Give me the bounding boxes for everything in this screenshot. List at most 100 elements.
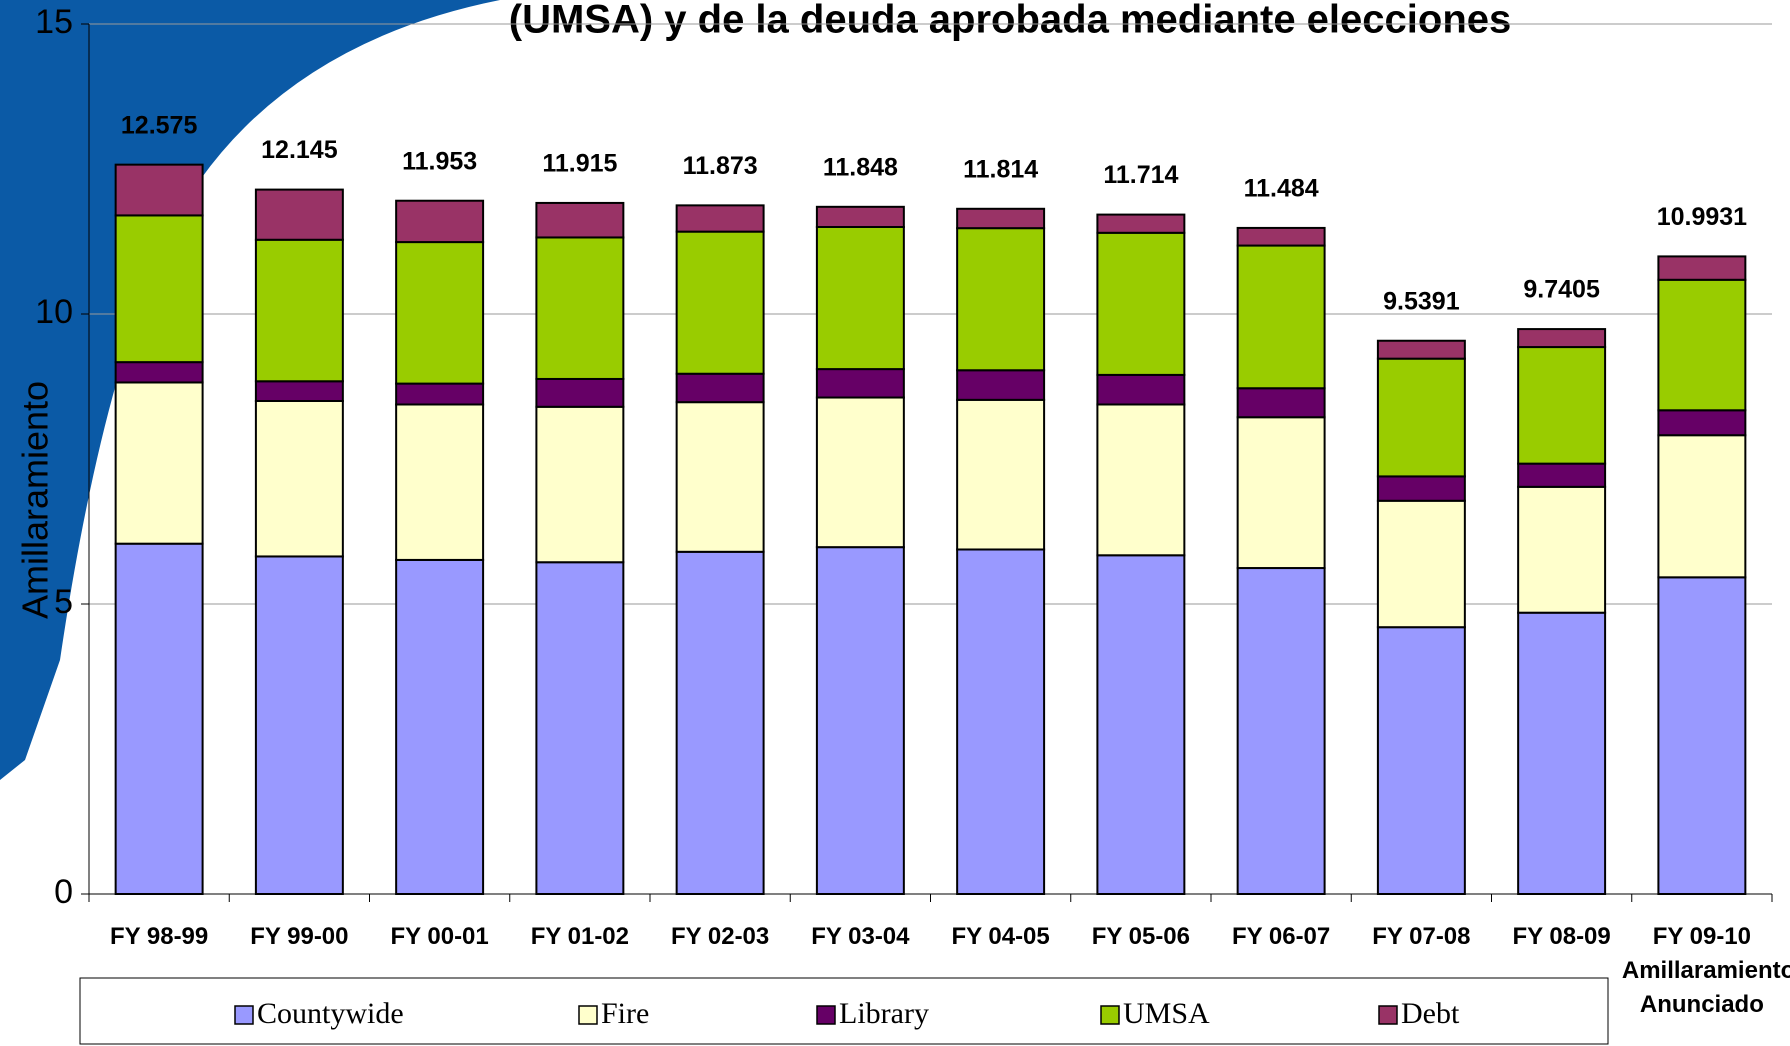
bar-segment — [957, 370, 1044, 400]
bar-segment — [1097, 404, 1184, 555]
chart: (UMSA) y de la deuda aprobada mediante e… — [0, 0, 1790, 1046]
bar-segment — [817, 369, 904, 397]
y-tick-label: 10 — [35, 293, 73, 331]
bar-segment — [1518, 329, 1605, 347]
x-tick-label: FY 05-06 — [1061, 920, 1221, 954]
total-label: 10.9931 — [1657, 203, 1747, 231]
legend-label: Fire — [601, 997, 649, 1030]
bar-segment — [817, 398, 904, 548]
bar-segment — [1518, 487, 1605, 613]
bar-segment — [116, 362, 203, 382]
total-label: 9.7405 — [1523, 276, 1600, 304]
bar-segment — [677, 205, 764, 231]
x-tick-label: FY 04-05 — [921, 920, 1081, 954]
legend-label: Countywide — [257, 997, 404, 1030]
y-tick-label: 15 — [35, 3, 73, 41]
bar-segment — [957, 228, 1044, 370]
bar-segment — [396, 201, 483, 242]
bar-segment — [817, 227, 904, 369]
bar-segment — [1658, 256, 1745, 279]
bar-segment — [116, 165, 203, 216]
bar-segment — [1378, 476, 1465, 500]
total-label: 11.915 — [542, 150, 617, 178]
page: (UMSA) y de la deuda aprobada mediante e… — [0, 0, 1790, 1046]
total-label: 11.484 — [1244, 175, 1319, 203]
bar-segment — [1238, 388, 1325, 417]
legend-swatch — [1101, 1006, 1119, 1024]
bar-segment — [536, 203, 623, 238]
bar-segment — [116, 544, 203, 894]
bar-segment — [1658, 577, 1745, 894]
bar-segment — [1378, 359, 1465, 477]
y-tick-label: 5 — [54, 583, 73, 621]
bar-segment — [677, 402, 764, 552]
bar-segment — [957, 549, 1044, 894]
legend-label: UMSA — [1123, 997, 1210, 1030]
bar-segment — [1518, 613, 1605, 894]
x-tick-label: FY 02-03 — [640, 920, 800, 954]
bar-segment — [256, 381, 343, 401]
bar-segment — [1378, 501, 1465, 627]
bar-segment — [957, 209, 1044, 228]
bar-segment — [256, 240, 343, 382]
total-label: 11.848 — [823, 153, 898, 181]
bar-segment — [116, 382, 203, 543]
legend-swatch — [1379, 1006, 1397, 1024]
bar-segment — [1097, 233, 1184, 375]
total-label: 11.953 — [402, 147, 477, 175]
bar-segment — [817, 207, 904, 227]
x-tick-label: FY 08-09 — [1482, 920, 1642, 954]
bar-segment — [817, 547, 904, 894]
bar-segment — [1658, 410, 1745, 435]
legend-swatch — [579, 1006, 597, 1024]
bar-segment — [256, 556, 343, 894]
bar-segment — [1238, 246, 1325, 389]
legend-label: Library — [839, 997, 929, 1030]
bar-segment — [396, 242, 483, 384]
bar-segment — [1518, 347, 1605, 464]
x-tick-label: FY 98-99 — [79, 920, 239, 954]
bar-segment — [256, 190, 343, 240]
bar-segment — [1658, 280, 1745, 411]
bar-segment — [536, 407, 623, 562]
bar-segment — [256, 401, 343, 556]
x-tick-label: FY 01-02 — [500, 920, 660, 954]
bar-segment — [536, 237, 623, 379]
bar-segment — [1097, 215, 1184, 233]
bar-segment — [396, 404, 483, 559]
legend-swatch — [235, 1006, 253, 1024]
bar-segment — [536, 562, 623, 894]
bar-segment — [1238, 417, 1325, 568]
x-tick-label: FY 09-10 Amillaramiento Anunciado — [1622, 920, 1782, 1022]
bar-segment — [1518, 464, 1605, 487]
bar-segment — [1658, 435, 1745, 577]
legend-label: Debt — [1401, 997, 1460, 1030]
total-label: 9.5391 — [1383, 287, 1460, 315]
total-label: 11.814 — [963, 155, 1038, 183]
bar-segment — [957, 400, 1044, 550]
x-tick-label: FY 99-00 — [219, 920, 379, 954]
x-tick-label: FY 06-07 — [1201, 920, 1361, 954]
bar-segment — [1378, 627, 1465, 894]
bar-segment — [1097, 375, 1184, 405]
bar-segment — [1378, 341, 1465, 359]
chart-title: (UMSA) y de la deuda aprobada mediante e… — [509, 0, 1512, 42]
bar-segment — [1238, 228, 1325, 246]
bar-segment — [116, 215, 203, 362]
x-tick-label: FY 00-01 — [360, 920, 520, 954]
bar-segment — [1097, 555, 1184, 894]
total-label: 11.714 — [1103, 161, 1178, 189]
bar-segment — [396, 560, 483, 894]
total-label: 12.575 — [121, 111, 198, 139]
bar-segment — [396, 384, 483, 405]
total-label: 11.873 — [683, 152, 758, 180]
bar-segment — [677, 232, 764, 374]
total-label: 12.145 — [261, 136, 338, 164]
bar-segment — [1238, 568, 1325, 894]
legend-swatch — [817, 1006, 835, 1024]
bar-segment — [677, 552, 764, 894]
y-axis-label: Amillaramiento — [15, 381, 56, 619]
x-tick-label: FY 03-04 — [780, 920, 940, 954]
bar-segment — [677, 374, 764, 402]
bar-segment — [536, 379, 623, 407]
